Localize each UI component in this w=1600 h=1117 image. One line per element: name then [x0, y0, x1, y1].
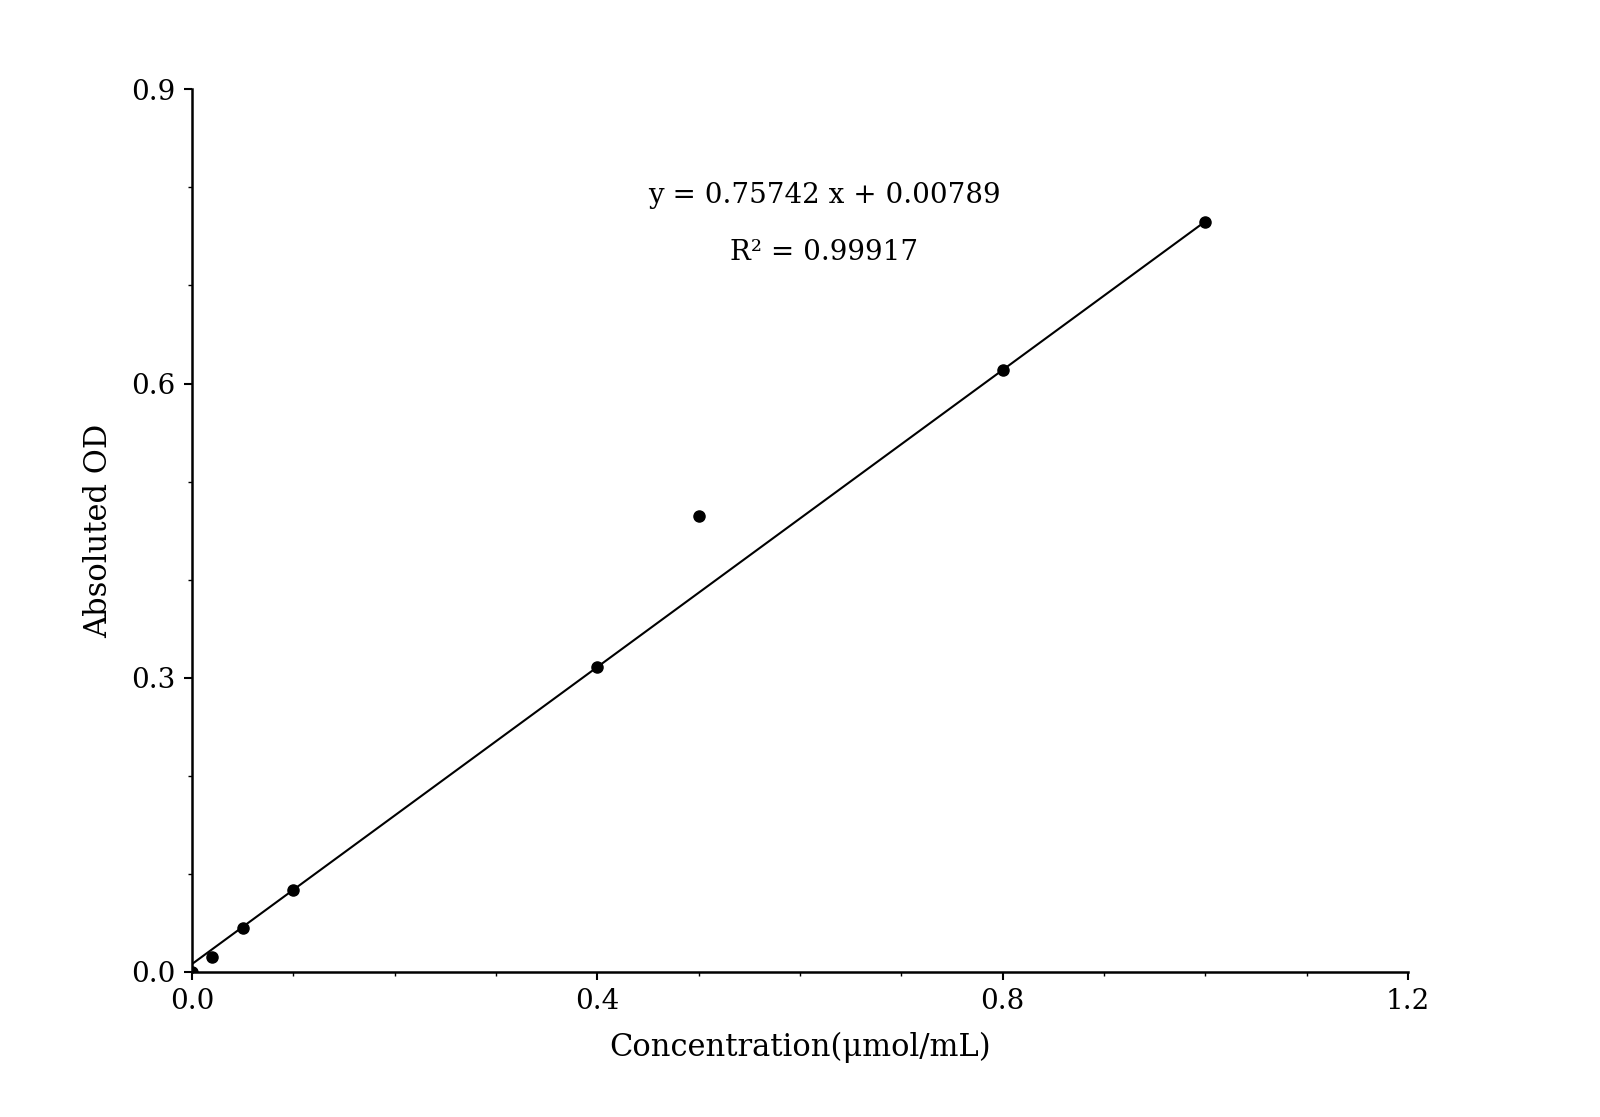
Point [200, 948, 226, 966]
Point [584, 658, 610, 676]
X-axis label: Concentration(μmol/mL): Concentration(μmol/mL) [610, 1032, 990, 1063]
Text: R² = 0.99917: R² = 0.99917 [730, 239, 918, 266]
Y-axis label: Absoluted OD: Absoluted OD [83, 423, 114, 638]
Point [179, 963, 205, 981]
Point [1192, 212, 1218, 230]
Point [686, 507, 712, 525]
Text: y = 0.75742 x + 0.00789: y = 0.75742 x + 0.00789 [648, 182, 1000, 209]
Point [280, 881, 306, 899]
Point [990, 361, 1016, 379]
Point [230, 918, 256, 936]
